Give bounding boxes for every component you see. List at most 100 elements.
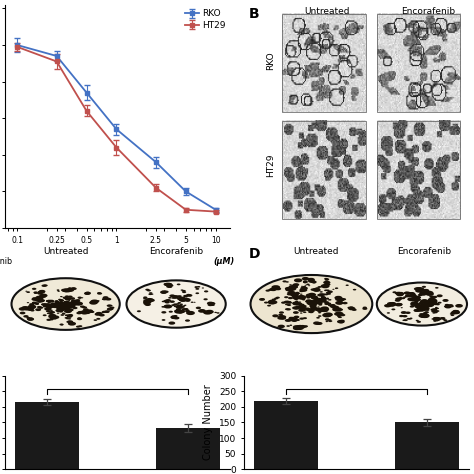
Circle shape [306, 297, 310, 299]
Circle shape [217, 312, 219, 314]
Circle shape [72, 303, 77, 306]
Circle shape [319, 293, 324, 296]
Circle shape [353, 289, 356, 291]
Circle shape [432, 308, 437, 311]
Circle shape [90, 311, 94, 313]
Circle shape [325, 278, 329, 280]
Circle shape [185, 310, 190, 311]
Circle shape [422, 305, 426, 307]
Circle shape [185, 319, 190, 322]
Circle shape [324, 283, 330, 286]
Circle shape [410, 305, 414, 308]
Circle shape [307, 301, 311, 303]
Circle shape [450, 313, 454, 315]
Circle shape [57, 308, 62, 310]
Circle shape [440, 317, 446, 319]
Circle shape [303, 286, 306, 287]
Circle shape [73, 300, 77, 301]
Circle shape [71, 300, 77, 303]
Circle shape [55, 301, 60, 304]
Circle shape [71, 302, 74, 304]
Circle shape [39, 293, 47, 298]
Circle shape [430, 309, 436, 311]
Circle shape [261, 298, 264, 300]
Circle shape [318, 286, 322, 288]
Circle shape [314, 302, 317, 304]
Circle shape [307, 301, 316, 306]
Circle shape [427, 302, 432, 305]
Circle shape [290, 291, 295, 294]
Circle shape [171, 297, 175, 299]
Circle shape [339, 310, 342, 311]
Circle shape [97, 292, 102, 295]
Circle shape [84, 311, 91, 314]
Circle shape [48, 301, 51, 303]
Circle shape [426, 306, 430, 308]
Circle shape [281, 317, 286, 319]
Circle shape [69, 305, 73, 307]
Circle shape [177, 297, 184, 301]
Circle shape [410, 301, 418, 305]
Circle shape [455, 304, 463, 308]
Circle shape [313, 321, 320, 325]
Circle shape [179, 299, 184, 301]
Circle shape [207, 301, 214, 305]
Circle shape [324, 301, 329, 303]
Circle shape [410, 292, 413, 294]
Circle shape [349, 306, 354, 308]
Circle shape [68, 314, 73, 317]
Circle shape [325, 279, 328, 281]
Circle shape [419, 304, 427, 308]
Circle shape [176, 303, 180, 305]
Circle shape [176, 306, 180, 309]
Circle shape [405, 295, 409, 297]
Circle shape [421, 299, 428, 302]
Circle shape [348, 307, 354, 310]
Circle shape [76, 326, 80, 328]
Circle shape [62, 312, 65, 314]
Circle shape [317, 308, 324, 311]
Circle shape [426, 306, 429, 308]
Circle shape [173, 317, 180, 319]
Circle shape [292, 301, 300, 305]
Circle shape [259, 298, 265, 301]
Circle shape [433, 317, 438, 319]
Circle shape [387, 302, 393, 305]
Circle shape [53, 303, 62, 307]
Circle shape [352, 309, 356, 311]
Circle shape [148, 299, 155, 302]
Circle shape [310, 288, 316, 291]
Circle shape [310, 303, 314, 305]
Circle shape [195, 286, 198, 288]
Circle shape [327, 293, 331, 295]
Circle shape [294, 297, 297, 298]
Bar [395, 422, 459, 469]
Circle shape [420, 303, 424, 305]
Circle shape [64, 304, 67, 305]
Circle shape [318, 315, 321, 317]
Circle shape [423, 312, 428, 314]
Circle shape [335, 301, 344, 305]
Circle shape [316, 322, 322, 325]
Circle shape [180, 310, 186, 313]
Circle shape [315, 308, 321, 310]
Circle shape [197, 286, 201, 288]
Circle shape [285, 301, 291, 304]
Circle shape [325, 319, 329, 320]
Circle shape [309, 310, 315, 312]
Circle shape [81, 297, 83, 298]
Circle shape [180, 305, 183, 307]
Circle shape [46, 300, 51, 302]
Circle shape [312, 303, 317, 305]
Legend: RKO, HT29: RKO, HT29 [185, 9, 226, 30]
Circle shape [316, 317, 320, 319]
Circle shape [178, 311, 183, 313]
Circle shape [171, 304, 175, 306]
Circle shape [54, 304, 60, 307]
Circle shape [395, 298, 401, 301]
Circle shape [107, 305, 111, 307]
Circle shape [417, 287, 424, 291]
Circle shape [416, 303, 421, 306]
Circle shape [300, 318, 304, 320]
Circle shape [419, 301, 424, 303]
